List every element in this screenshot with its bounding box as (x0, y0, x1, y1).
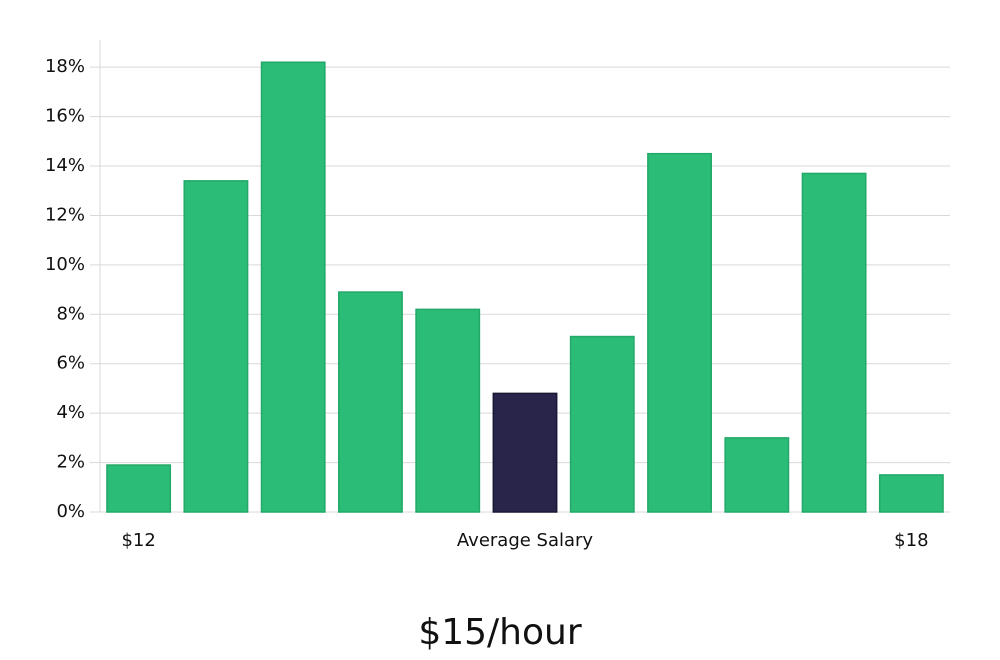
x-tick-label: $12 (121, 530, 155, 551)
bar (106, 464, 172, 513)
bar (647, 152, 712, 513)
bar (878, 474, 944, 513)
y-tick-label: 18% (45, 56, 85, 77)
y-tick-label: 16% (45, 106, 85, 127)
bar (801, 172, 867, 513)
y-tick-label: 14% (45, 155, 85, 176)
y-tick-label: 10% (45, 254, 85, 275)
y-tick-label: 8% (56, 303, 85, 324)
y-tick-label: 12% (45, 204, 85, 225)
bar (569, 335, 635, 513)
y-tick-label: 4% (56, 402, 85, 423)
y-tick-label: 6% (56, 353, 85, 374)
bar (183, 180, 249, 513)
bar (415, 308, 481, 513)
y-tick-label: 2% (56, 452, 85, 473)
bar (338, 291, 403, 513)
x-axis-label: Average Salary (457, 530, 594, 551)
bar (492, 392, 558, 513)
bar (260, 61, 326, 513)
y-tick-label: 0% (56, 501, 85, 522)
annotation: $15/hour (418, 612, 582, 653)
bar (724, 437, 790, 513)
x-tick-label: $18 (894, 530, 928, 551)
